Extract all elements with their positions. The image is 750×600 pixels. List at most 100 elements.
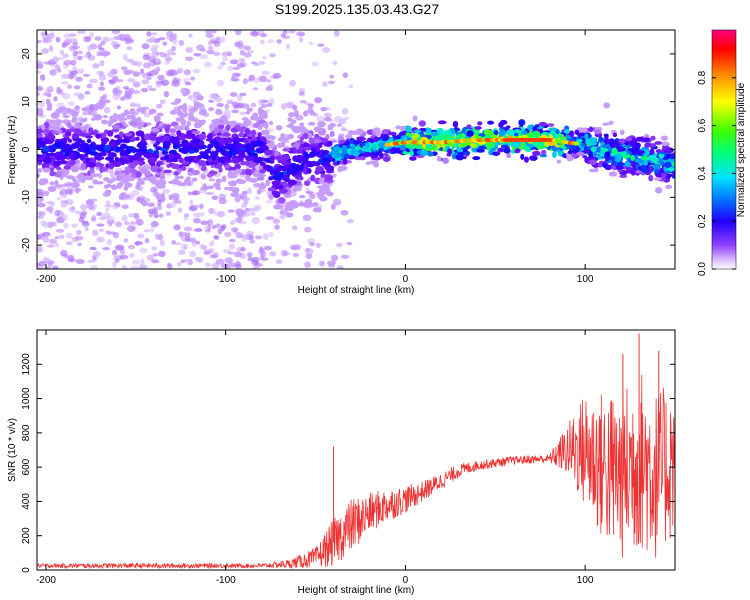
spectrogram-cell <box>115 221 123 228</box>
spectrogram-cell <box>323 112 332 118</box>
spectrogram-cell <box>224 103 230 110</box>
spectrogram-cell <box>308 121 316 126</box>
spectrogram-cell <box>37 110 42 116</box>
spectrogram-cell <box>64 198 74 206</box>
spectrogram-cell <box>265 79 272 83</box>
spectrogram-cell <box>272 72 282 79</box>
spectrogram-cell <box>106 179 114 184</box>
y-tick-label: 0 <box>21 567 32 573</box>
spectrogram-cell <box>59 91 65 96</box>
spectrogram-cell <box>383 153 389 157</box>
spectrogram-cell <box>317 43 325 47</box>
spectrogram-cell <box>180 243 187 250</box>
spectrogram-cell <box>102 115 108 119</box>
spectrogram-cell <box>193 228 203 232</box>
spectrogram-cell <box>71 181 80 189</box>
spectrogram-cell <box>316 115 325 123</box>
spectrogram-cell <box>46 244 55 248</box>
spectrogram-cell <box>256 189 262 195</box>
spectrogram-cell <box>173 125 182 130</box>
spectrogram-cell <box>608 120 614 125</box>
spectrogram-cell <box>436 127 444 134</box>
spectrogram-cell <box>80 204 88 211</box>
spectrogram-cell <box>310 160 317 167</box>
spectrogram-cell <box>62 53 69 58</box>
spectrogram-cell <box>665 184 673 189</box>
spectrogram-cell <box>43 190 50 197</box>
spectrogram-cell <box>487 120 495 125</box>
spectrogram-cell <box>71 45 81 50</box>
spectrogram-cell <box>198 139 205 147</box>
spectrogram-cell <box>589 159 597 166</box>
spectrogram-cell <box>619 129 625 135</box>
spectrogram-cell <box>584 133 589 140</box>
spectrogram-cell <box>105 183 112 188</box>
spectrogram-cell <box>305 253 313 260</box>
spectrogram-cell <box>268 231 274 238</box>
spectrogram-cell <box>279 214 286 220</box>
spectrogram-cell <box>208 45 214 51</box>
spectrogram-cell <box>41 124 46 131</box>
spectrogram-cell <box>114 167 124 172</box>
spectrogram-cell <box>655 173 663 178</box>
spectrogram-cell <box>75 258 85 265</box>
snr-line <box>37 374 675 570</box>
spectrogram-cell <box>159 147 169 152</box>
spectrogram-cell <box>83 73 90 77</box>
spectrogram-cell <box>413 129 422 134</box>
spectrogram-cell <box>154 118 161 123</box>
spectrogram-cell <box>523 156 529 163</box>
spectrogram-cell <box>37 60 43 66</box>
spectrogram-cell <box>71 59 77 65</box>
spectrogram-cell <box>72 128 82 134</box>
spectrogram-cell <box>588 168 597 173</box>
spectrogram-cell <box>112 75 119 81</box>
spectrogram-cell <box>95 156 101 161</box>
spectrogram-cell <box>172 144 179 150</box>
spectrogram-cell <box>37 132 43 139</box>
spectrogram-cell <box>658 168 664 174</box>
spectrogram-cell <box>436 155 442 162</box>
spectrogram-cell <box>247 50 254 54</box>
spectrogram-cell <box>195 259 204 263</box>
spectrogram-cell <box>236 63 245 68</box>
spectrogram-cell <box>102 212 111 220</box>
spectrogram-cell <box>258 169 266 174</box>
spectrogram-cell <box>172 158 178 163</box>
spectrogram-cell <box>295 148 303 154</box>
spectrogram-cell <box>654 141 663 145</box>
spectrogram-cell <box>182 146 192 153</box>
spectrogram-cell <box>557 134 563 138</box>
spectrogram-cell <box>327 260 336 266</box>
spectrogram-cell <box>255 122 261 127</box>
spectrogram-cell <box>316 207 322 213</box>
spectrogram-cell <box>99 72 104 77</box>
spectrogram-cell <box>165 172 172 177</box>
spectrogram-cell <box>534 124 540 128</box>
spectrogram-cell <box>132 118 140 122</box>
spectrogram-cell <box>238 57 246 64</box>
spectrogram-cell <box>42 236 50 244</box>
spectrogram-cell <box>244 207 250 212</box>
spectrogram-cell <box>373 136 379 143</box>
spectrogram-cell <box>168 194 174 201</box>
spectrogram-cell <box>204 149 212 154</box>
x-tick-label: -100 <box>216 575 236 586</box>
spectrogram-cell <box>54 209 60 217</box>
spectrogram-cell <box>200 152 209 159</box>
spectrogram-cell <box>332 198 342 206</box>
spectrogram-cell <box>87 185 94 189</box>
spectrogram-cell <box>100 151 107 157</box>
spectrogram-cell <box>89 151 98 156</box>
spectrogram-cell <box>154 233 160 240</box>
spectrogram-cell <box>269 251 277 257</box>
spectrogram-cell <box>553 134 559 140</box>
spectrogram-cell <box>140 258 145 266</box>
spectrogram-cell <box>291 187 298 192</box>
spectrogram-cell <box>211 30 217 34</box>
spectrogram-cell <box>260 99 269 104</box>
spectrogram-cell <box>169 110 178 115</box>
x-tick-label: -200 <box>36 274 56 285</box>
spectrogram-cell <box>654 168 660 174</box>
spectrogram-cell <box>58 106 67 112</box>
